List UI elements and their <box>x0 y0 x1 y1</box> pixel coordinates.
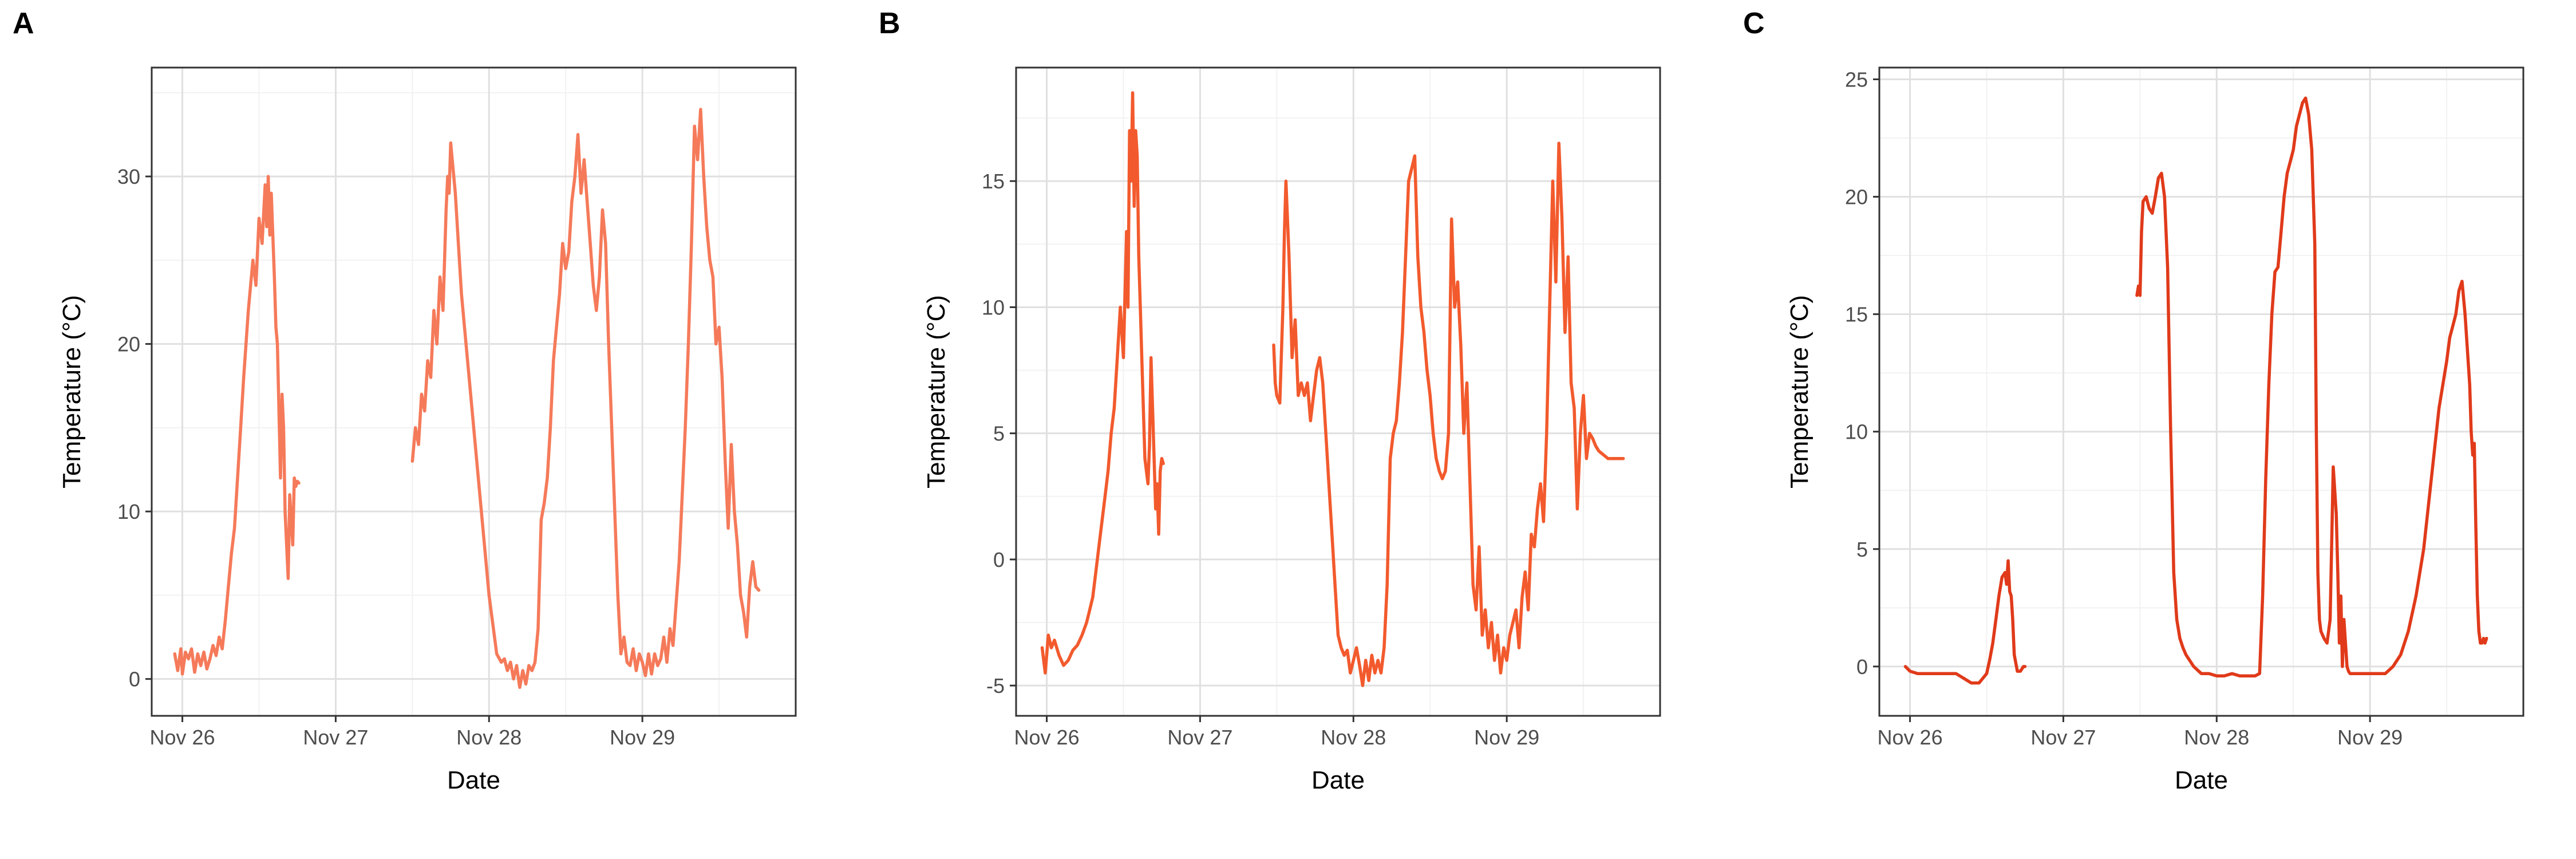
x-tick-label: Nov 27 <box>303 726 368 749</box>
panel-b: B Nov 26 Nov 27 Nov 28 Nov 29 -5 0 5 10 15 Date Te… <box>879 7 1661 794</box>
panel-a: A Nov 26 Nov 27 Nov 28 Nov 29 0 10 20 30 Date Tem… <box>13 7 797 794</box>
y-tick-label: 10 <box>1845 420 1868 444</box>
y-tick-label: 5 <box>1856 538 1868 561</box>
y-tick-label: 20 <box>117 333 140 356</box>
y-tick-label: 15 <box>1845 303 1868 326</box>
x-axis-title: Date <box>447 766 500 794</box>
y-axis-title: Temperature (°C) <box>922 295 950 488</box>
x-axis-title: Date <box>1311 766 1365 794</box>
plot-area <box>1879 68 2523 716</box>
temperature-line-segment-2 <box>410 108 761 689</box>
x-tick-label: Nov 27 <box>2030 726 2096 749</box>
x-tick-label: Nov 26 <box>1014 726 1080 749</box>
temperature-line-segment-2 <box>2135 96 2488 678</box>
y-tick-label: 0 <box>993 548 1005 572</box>
x-tick-label: Nov 26 <box>1878 726 1943 749</box>
y-tick-label: 5 <box>993 422 1005 446</box>
y-tick-label: 20 <box>1845 186 1868 209</box>
x-tick-label: Nov 26 <box>150 726 215 749</box>
temperature-line-segment-1 <box>1040 91 1165 675</box>
x-tick-label: Nov 28 <box>1321 726 1386 749</box>
panel-label-c: C <box>1743 7 1765 40</box>
y-tick-label: 25 <box>1845 68 1868 92</box>
plot-area <box>152 68 796 716</box>
y-tick-label: 15 <box>982 170 1005 193</box>
temperature-line-segment-1 <box>173 175 301 676</box>
x-axis-title: Date <box>2175 766 2228 794</box>
y-tick-label: 10 <box>982 295 1005 319</box>
y-tick-label: 10 <box>117 500 140 523</box>
x-tick-label: Nov 29 <box>610 726 675 749</box>
y-tick-label: 0 <box>129 668 140 691</box>
panel-border <box>1015 66 1661 717</box>
y-tick-label: -5 <box>986 674 1005 698</box>
x-tick-label: Nov 29 <box>2337 726 2403 749</box>
x-tick-label: Nov 29 <box>1474 726 1539 749</box>
panel-border <box>1878 66 2524 717</box>
x-tick-label: Nov 28 <box>2184 726 2249 749</box>
panel-label-a: A <box>13 7 34 40</box>
temperature-line-segment-1 <box>1903 559 2027 685</box>
y-axis-title: Temperature (°C) <box>1785 295 1814 488</box>
x-tick-label: Nov 27 <box>1167 726 1232 749</box>
panel-border <box>151 66 797 717</box>
temperature-line-segment-2 <box>1272 141 1625 687</box>
y-axis-title: Temperature (°C) <box>58 295 86 488</box>
x-tick-label: Nov 28 <box>456 726 521 749</box>
y-tick-label: 0 <box>1856 655 1868 679</box>
y-tick-label: 30 <box>117 165 140 188</box>
panel-label-b: B <box>879 7 900 40</box>
panel-c: C Nov 26 Nov 27 Nov 28 Nov 29 0 5 10 15 20 25 Date… <box>1743 7 2524 794</box>
